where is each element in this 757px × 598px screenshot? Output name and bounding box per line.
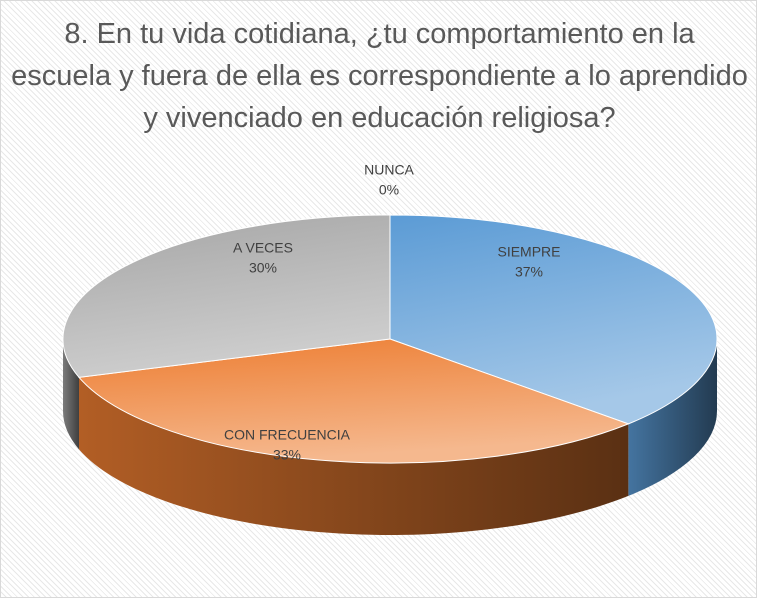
data-label-value: 33% [273, 447, 301, 463]
data-label-value: 37% [515, 264, 543, 280]
data-label-category: SIEMPRE [497, 244, 560, 260]
slice [78, 338, 630, 464]
data-label-value: 30% [249, 260, 277, 276]
chart-title: 8. En tu vida cotidiana, ¿tu comportamie… [11, 18, 748, 134]
data-label-category: NUNCA [364, 162, 414, 178]
slice [389, 214, 718, 425]
data-label-category: CON FRECUENCIA [224, 427, 351, 443]
slice [62, 214, 391, 378]
slice-side [628, 339, 717, 496]
slice-side [79, 377, 629, 535]
data-label-category: A VECES [233, 240, 293, 256]
slice-side [63, 339, 80, 450]
data-label-value: 0% [379, 182, 399, 198]
